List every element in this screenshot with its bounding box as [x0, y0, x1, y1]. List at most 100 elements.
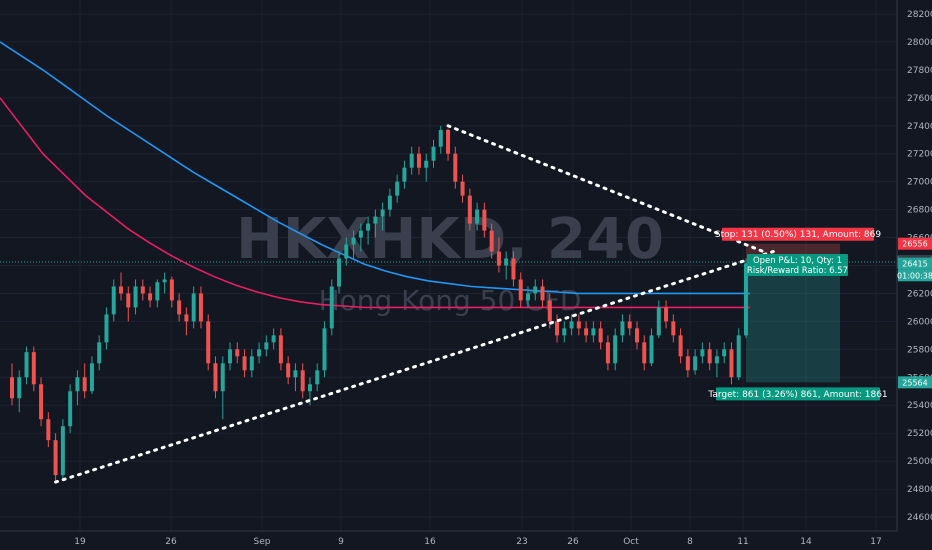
candle-body	[358, 230, 363, 238]
candle-body	[380, 209, 385, 217]
candle-body	[511, 258, 516, 280]
candle-body	[278, 335, 283, 364]
candle-body	[140, 286, 145, 294]
trendlines[interactable]	[54, 124, 775, 484]
candle-body	[402, 167, 407, 182]
candle-body	[242, 356, 247, 371]
candle-body	[562, 328, 567, 336]
x-tick-label: 8	[687, 537, 693, 547]
y-tick-label: 26800	[907, 206, 932, 216]
candle-body	[627, 321, 632, 329]
candle-body	[39, 384, 44, 420]
candle-body	[700, 349, 705, 357]
candle-body	[576, 321, 581, 329]
y-tick-label: 24600	[907, 513, 932, 523]
x-tick-label: 11	[737, 537, 748, 547]
candle-body	[707, 349, 712, 364]
x-tick-label: 16	[424, 537, 436, 547]
x-tick-label: 26	[165, 537, 177, 547]
stop-label-bg	[722, 227, 874, 241]
candle-body	[744, 263, 748, 336]
watermark-name: Hong Kong 50 CFD	[319, 284, 582, 317]
time-axis[interactable]: 19 26 Sep 9 16 23 26 Oct 8 11 14 17	[0, 530, 897, 547]
candle-body	[722, 349, 727, 357]
candle-body	[220, 363, 225, 392]
candle-body	[395, 181, 400, 196]
candle-body	[315, 370, 320, 385]
candle-body	[496, 251, 501, 266]
candle-body	[155, 282, 160, 301]
candle-body	[685, 356, 690, 371]
candle-body	[337, 258, 342, 287]
price-axis[interactable]: 2460024800250002520025400256002580026000…	[896, 0, 932, 550]
candle-body	[547, 300, 552, 322]
candle-body	[598, 328, 603, 343]
candle-body	[351, 237, 356, 245]
price-label: 26415	[902, 259, 927, 268]
candle-body	[307, 384, 312, 392]
candle-body	[460, 181, 465, 196]
candle-body	[693, 356, 698, 371]
candle-body	[322, 328, 327, 371]
watermark-symbol: HKXHKD, 240	[236, 207, 664, 272]
candle-body	[642, 342, 647, 364]
candle-body	[438, 129, 443, 147]
candle-body	[184, 314, 189, 322]
x-tick-label: 17	[870, 537, 881, 547]
candle-body	[75, 377, 80, 392]
candle-body	[678, 335, 683, 357]
y-tick-label: 27800	[907, 66, 932, 76]
candle-body	[373, 216, 378, 224]
candle-body	[533, 286, 538, 294]
y-tick-label: 25000	[907, 457, 932, 467]
candle-body	[525, 293, 530, 301]
candle-body	[344, 244, 349, 259]
candle-body	[482, 209, 487, 231]
candle-body	[736, 335, 741, 378]
candle-body	[569, 321, 574, 329]
candle-body	[89, 363, 94, 392]
candle-body	[424, 160, 429, 168]
candle-body	[504, 258, 509, 266]
price-label-bg	[898, 376, 932, 389]
candle-body	[97, 342, 102, 364]
candle-body	[649, 335, 654, 364]
x-tick-label: Sep	[254, 537, 271, 547]
candle-body	[555, 321, 560, 336]
candles	[10, 125, 748, 483]
candle-body	[68, 391, 73, 427]
position-labels: Stop: 131 (0.50%) 131, Amount: 869 Open P…	[707, 227, 888, 401]
rr-label: Risk/Reward Ratio: 6.57	[747, 266, 848, 276]
candle-body	[366, 223, 371, 231]
y-tick-label: 25400	[907, 401, 932, 411]
candle-body	[387, 195, 392, 210]
y-tick-label: 28200	[907, 10, 932, 20]
trendline	[446, 124, 765, 254]
candle-body	[46, 419, 51, 441]
candle-body	[60, 426, 65, 476]
candle-body	[235, 349, 240, 357]
candle-body	[31, 352, 36, 385]
candle-body	[475, 209, 480, 224]
y-tick-label: 26200	[907, 289, 932, 299]
y-tick-label: 25200	[907, 429, 932, 439]
y-tick-label: 27400	[907, 122, 932, 132]
y-tick-label: 27600	[907, 94, 932, 104]
target-zone	[746, 262, 840, 383]
candle-body	[431, 146, 436, 161]
candle-body	[584, 328, 589, 336]
candle-body	[213, 363, 218, 392]
target-label: Target: 861 (3.26%) 861, Amount: 1861	[707, 390, 887, 400]
candle-body	[591, 328, 596, 336]
y-tick-label: 25800	[907, 345, 932, 355]
target-label-bg	[716, 387, 880, 401]
x-tick-label: Oct	[623, 537, 639, 547]
candle-body	[729, 349, 734, 378]
candle-body	[133, 286, 138, 308]
y-tick-label: 26000	[907, 317, 932, 327]
candle-body	[540, 286, 545, 301]
candle-body	[126, 293, 131, 308]
candle-body	[271, 335, 276, 343]
